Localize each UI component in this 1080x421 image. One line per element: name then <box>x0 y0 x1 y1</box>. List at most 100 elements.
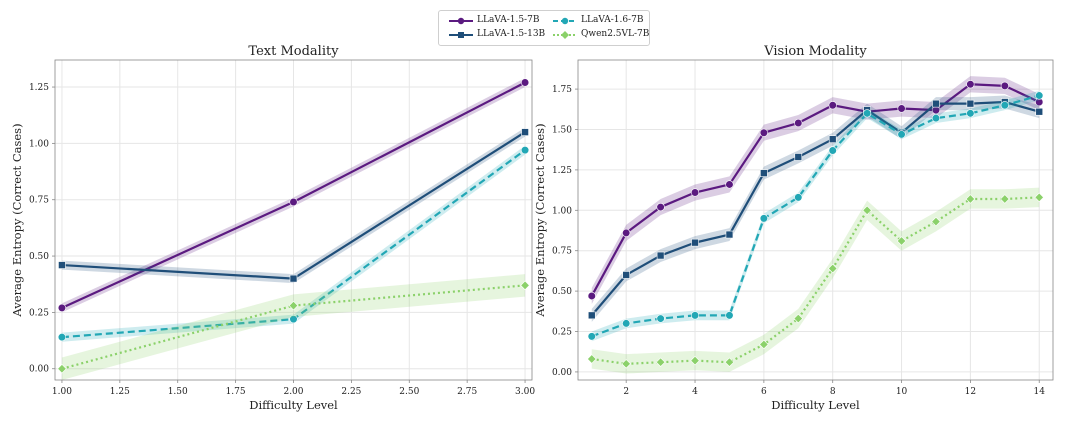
chart-panel-2: 0.00 0.25 0.50 0.75 1.00 1.25 1.50 1.75 2 4 6 8 10 12… <box>533 44 1054 412</box>
data-point-qwen2-5vl-7b <box>690 355 700 366</box>
y-tick-label: 0.00 <box>29 365 49 375</box>
data-point-qwen2-5vl-7b <box>587 354 597 364</box>
data-point-qwen2-5vl-7b <box>1034 192 1044 203</box>
legend-label-llava-1-5-7b: LLaVA-1.5-7B <box>477 15 540 25</box>
chart-panel-1: 0.00 0.25 0.50 0.75 1.00 1.25 1.00 1.25 1.50 1.75… <box>10 44 535 412</box>
data-point-qwen2-5vl-7b <box>288 300 299 311</box>
series-line-llava-1-5-7b <box>590 83 1040 297</box>
legend-swatch-qwen2-5vl-7b <box>553 31 577 39</box>
data-point-qwen2-5vl-7b <box>57 364 67 374</box>
data-point-llava-1-5-13b <box>828 135 837 143</box>
y-tick-label: 0.75 <box>552 247 572 257</box>
data-point-qwen2-5vl-7b <box>621 359 631 369</box>
data-point-llava-1-5-7b <box>656 202 665 212</box>
x-tick-label: 12 <box>965 387 976 397</box>
series-qwen2-5vl-7b <box>57 274 530 380</box>
data-point-llava-1-5-13b <box>725 230 734 239</box>
data-point-llava-1-5-7b <box>289 197 298 207</box>
data-point-llava-1-5-7b <box>828 101 837 110</box>
data-point-llava-1-5-13b <box>691 238 699 247</box>
data-point-llava-1-5-7b <box>725 180 734 189</box>
legend: LLaVA-1.5-7B LLaVA-1.5-13B LLaVA-1.6-7B … <box>438 10 650 46</box>
data-point-qwen2-5vl-7b <box>827 263 838 274</box>
series-line-qwen2-5vl-7b <box>591 196 1040 365</box>
x-tick-label: 8 <box>830 387 836 397</box>
data-point-llava-1-6-7b <box>1035 91 1044 100</box>
data-point-llava-1-5-13b <box>760 169 768 177</box>
data-point-qwen2-5vl-7b <box>862 205 872 216</box>
data-point-llava-1-6-7b <box>759 214 768 223</box>
x-tick-label: 1.00 <box>52 387 72 397</box>
data-point-llava-1-5-13b <box>656 251 665 260</box>
legend-swatch-llava-1-5-7b <box>449 17 473 25</box>
legend-swatch-llava-1-5-13b <box>449 32 473 38</box>
y-tick-label: 0.75 <box>29 196 49 206</box>
data-point-llava-1-5-7b <box>520 78 530 87</box>
x-tick-label: 2.25 <box>341 387 361 397</box>
y-tick-label: 1.00 <box>552 206 572 216</box>
legend-swatch-llava-1-6-7b <box>553 17 577 25</box>
legend-label-llava-1-6-7b: LLaVA-1.6-7B <box>581 15 644 25</box>
data-point-llava-1-5-7b <box>794 118 803 128</box>
confidence-band-qwen2-5vl-7b <box>61 274 526 380</box>
y-tick-label: 1.00 <box>29 139 49 149</box>
x-tick-label: 1.50 <box>168 387 188 397</box>
data-point-llava-1-6-7b <box>289 315 298 324</box>
series-llava-1-5-13b <box>58 127 529 284</box>
y-tick-label: 1.25 <box>29 83 49 93</box>
data-point-llava-1-5-13b <box>1035 107 1044 116</box>
x-tick-label: 2.50 <box>399 387 419 397</box>
confidence-band-qwen2-5vl-7b <box>591 187 1040 374</box>
x-tick-label: 2 <box>623 387 629 397</box>
data-point-llava-1-5-7b <box>690 188 700 197</box>
data-point-llava-1-6-7b <box>57 333 67 342</box>
data-point-qwen2-5vl-7b <box>759 339 769 350</box>
data-point-llava-1-5-7b <box>57 303 67 312</box>
data-point-llava-1-6-7b <box>622 319 631 328</box>
x-tick-label: 3.00 <box>515 387 535 397</box>
data-point-llava-1-5-7b <box>897 104 906 113</box>
data-point-qwen2-5vl-7b <box>655 357 666 367</box>
data-point-llava-1-6-7b <box>931 114 941 123</box>
y-tick-label: 1.25 <box>552 166 572 176</box>
data-point-llava-1-6-7b <box>897 130 906 139</box>
data-point-llava-1-6-7b <box>656 314 665 323</box>
x-tick-label: 2.00 <box>283 387 303 397</box>
x-tick-label: 14 <box>1034 387 1046 397</box>
x-tick-label: 10 <box>896 387 908 397</box>
x-axis-label: Difficulty Level <box>771 398 860 412</box>
data-point-llava-1-5-7b <box>759 128 768 137</box>
legend-label-llava-1-5-13b: LLaVA-1.5-13B <box>477 29 546 39</box>
y-tick-label: 0.50 <box>29 252 49 262</box>
data-point-llava-1-6-7b <box>794 193 803 202</box>
data-point-llava-1-6-7b <box>966 109 975 118</box>
x-axis-label: Difficulty Level <box>249 398 338 412</box>
data-point-qwen2-5vl-7b <box>896 236 907 246</box>
data-point-llava-1-6-7b <box>863 109 872 118</box>
confidence-band-llava-1-5-7b <box>591 76 1040 305</box>
plot-frame <box>577 59 1054 381</box>
y-tick-label: 0.50 <box>552 287 572 297</box>
data-point-llava-1-5-13b <box>622 271 630 279</box>
chart-title: Text Modality <box>248 44 339 59</box>
x-tick-label: 4 <box>692 387 698 397</box>
data-point-qwen2-5vl-7b <box>1000 194 1010 204</box>
data-point-llava-1-5-13b <box>794 153 803 161</box>
x-tick-label: 2.75 <box>457 387 477 397</box>
x-tick-label: 1.25 <box>110 387 130 397</box>
series-line-llava-1-6-7b <box>591 94 1040 338</box>
x-tick-label: 1.75 <box>226 387 246 397</box>
legend-label-qwen2-5vl-7b: Qwen2.5VL-7B <box>581 29 650 39</box>
data-point-llava-1-5-13b <box>58 261 66 269</box>
data-point-qwen2-5vl-7b <box>931 216 941 227</box>
y-tick-label: 0.25 <box>552 328 572 338</box>
data-point-llava-1-5-13b <box>966 99 975 108</box>
data-point-llava-1-6-7b <box>828 146 837 155</box>
series-llava-1-5-7b <box>57 78 530 313</box>
data-point-llava-1-5-13b <box>587 311 596 320</box>
data-point-qwen2-5vl-7b <box>520 280 530 291</box>
y-tick-label: 0.00 <box>552 368 572 378</box>
data-point-qwen2-5vl-7b <box>965 194 976 204</box>
x-tick-label: 6 <box>761 387 767 397</box>
series-line-llava-1-5-13b <box>590 100 1040 317</box>
